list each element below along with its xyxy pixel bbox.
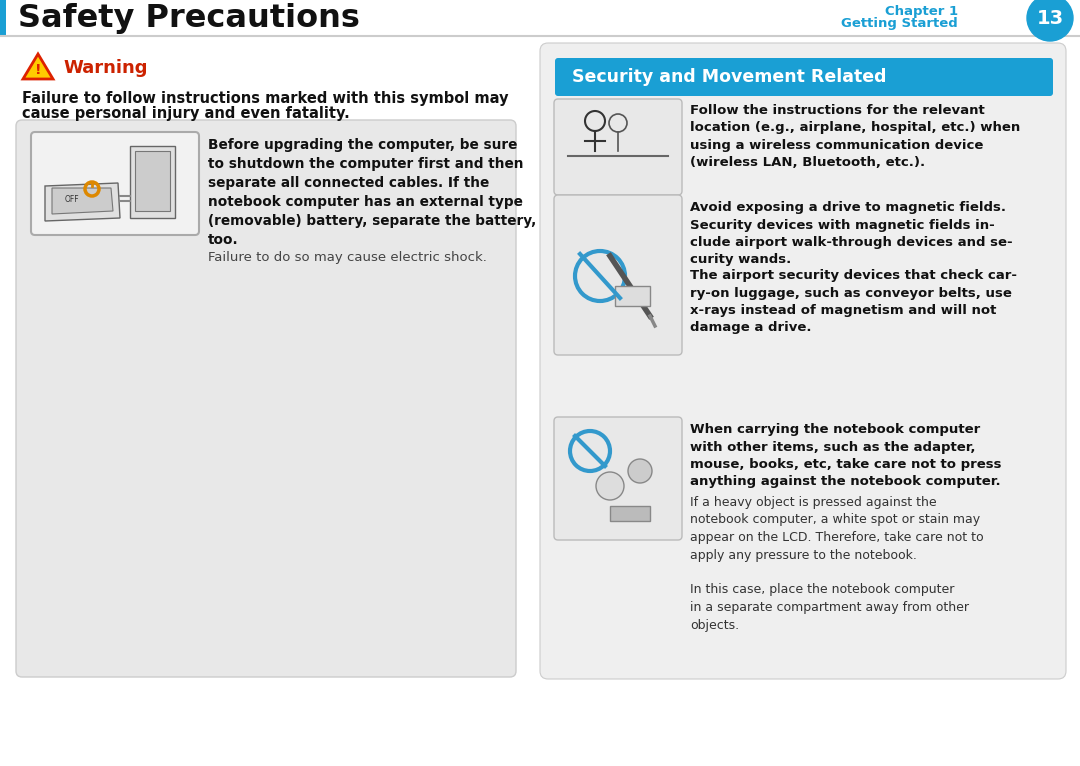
Polygon shape <box>45 183 120 221</box>
Text: Security and Movement Related: Security and Movement Related <box>572 68 887 86</box>
Text: !: ! <box>35 63 41 77</box>
FancyBboxPatch shape <box>16 120 516 677</box>
Circle shape <box>627 459 652 483</box>
Text: The airport security devices that check car-
ry-on luggage, such as conveyor bel: The airport security devices that check … <box>690 269 1017 335</box>
Text: OFF: OFF <box>65 195 79 205</box>
Text: Getting Started: Getting Started <box>841 18 958 31</box>
Text: 13: 13 <box>1037 8 1064 28</box>
FancyBboxPatch shape <box>31 132 199 235</box>
Polygon shape <box>52 188 113 214</box>
Polygon shape <box>615 286 650 306</box>
FancyBboxPatch shape <box>554 417 681 540</box>
Polygon shape <box>130 146 175 218</box>
Text: Follow the instructions for the relevant
location (e.g., airplane, hospital, etc: Follow the instructions for the relevant… <box>690 104 1021 169</box>
Text: Safety Precautions: Safety Precautions <box>18 2 360 34</box>
Text: Failure to do so may cause electric shock.: Failure to do so may cause electric shoc… <box>208 251 487 264</box>
Text: cause personal injury and even fatality.: cause personal injury and even fatality. <box>22 106 350 121</box>
FancyBboxPatch shape <box>554 195 681 355</box>
Circle shape <box>596 472 624 500</box>
Text: Before upgrading the computer, be sure
to shutdown the computer first and then
s: Before upgrading the computer, be sure t… <box>208 138 537 247</box>
Text: When carrying the notebook computer
with other items, such as the adapter,
mouse: When carrying the notebook computer with… <box>690 423 1001 489</box>
Text: Chapter 1: Chapter 1 <box>885 5 958 18</box>
Bar <box>0 0 6 36</box>
Polygon shape <box>135 151 170 211</box>
Polygon shape <box>23 54 53 79</box>
Text: If a heavy object is pressed against the
notebook computer, a white spot or stai: If a heavy object is pressed against the… <box>690 496 984 631</box>
FancyBboxPatch shape <box>540 43 1066 679</box>
FancyBboxPatch shape <box>554 99 681 195</box>
Polygon shape <box>610 506 650 521</box>
Text: Avoid exposing a drive to magnetic fields.
Security devices with magnetic fields: Avoid exposing a drive to magnetic field… <box>690 201 1013 267</box>
Circle shape <box>1027 0 1074 41</box>
FancyBboxPatch shape <box>555 58 1053 96</box>
Bar <box>0 0 1080 36</box>
Text: Warning: Warning <box>63 59 148 77</box>
Text: Failure to follow instructions marked with this symbol may: Failure to follow instructions marked wi… <box>22 91 509 106</box>
